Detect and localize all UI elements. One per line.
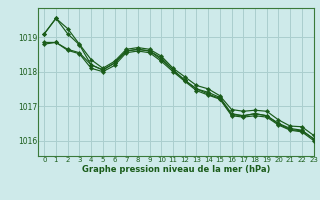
X-axis label: Graphe pression niveau de la mer (hPa): Graphe pression niveau de la mer (hPa) <box>82 165 270 174</box>
